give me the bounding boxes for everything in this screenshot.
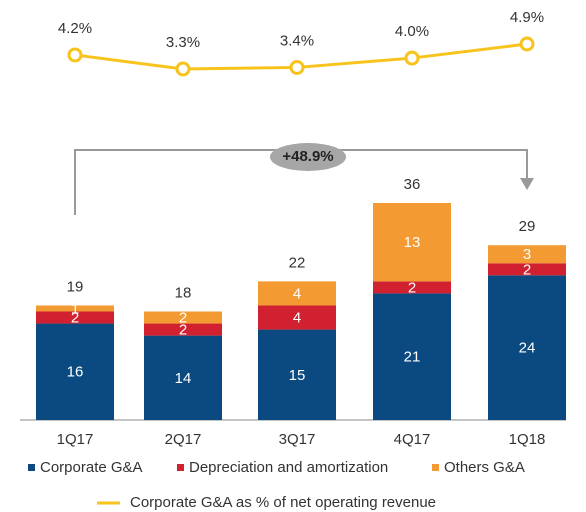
segment-label: 14	[175, 370, 192, 387]
legend-swatch	[177, 464, 184, 471]
bar-segment	[258, 281, 336, 306]
line-marker	[519, 36, 535, 52]
total-label: 29	[519, 218, 536, 235]
bar-segment	[373, 203, 451, 282]
line-value-label: 3.4%	[280, 32, 314, 49]
segment-label: 2	[179, 309, 187, 326]
segment-label: 4	[293, 285, 301, 302]
segment-label: 2	[71, 309, 79, 326]
bar-segment	[373, 293, 451, 420]
x-tick-label: 2Q17	[165, 431, 202, 448]
bar-segment	[258, 329, 336, 420]
x-tick-label: 4Q17	[394, 431, 431, 448]
segment-label: 21	[404, 349, 421, 366]
annotation-bubble	[270, 143, 346, 171]
segment-label: 16	[67, 364, 84, 381]
legend-swatch	[28, 464, 35, 471]
total-label: 18	[175, 284, 192, 301]
line-value-label: 4.0%	[395, 23, 429, 40]
line-marker	[175, 61, 191, 77]
growth-arrow	[520, 178, 534, 190]
segment-label: 1	[71, 300, 79, 317]
segment-label: 24	[519, 340, 536, 357]
legend-swatch	[432, 464, 439, 471]
line-value-label: 3.3%	[166, 34, 200, 51]
segment-label: 13	[404, 234, 421, 251]
x-tick-label: 1Q17	[57, 431, 94, 448]
segment-label: 2	[408, 279, 416, 296]
segment-label: 4	[293, 309, 301, 326]
segment-label: 2	[523, 261, 531, 278]
total-label: 19	[67, 278, 84, 295]
line-marker	[67, 47, 83, 63]
bar-segment	[488, 275, 566, 420]
bar-segment	[144, 311, 222, 324]
annotation: +48.9%	[282, 148, 333, 165]
bar-segment	[36, 311, 114, 324]
bar-segment	[258, 305, 336, 330]
line-marker	[404, 50, 420, 66]
legend-label: Corporate G&A as % of net operating reve…	[130, 494, 436, 511]
bar-segment	[36, 305, 114, 312]
line-value-label: 4.9%	[510, 9, 544, 26]
bar-segment	[488, 245, 566, 264]
legend-label: Others G&A	[444, 459, 525, 476]
segment-label: 15	[289, 367, 306, 384]
bar-segment	[488, 263, 566, 276]
bar-segment	[144, 335, 222, 420]
legend-label: Depreciation and amortization	[189, 459, 388, 476]
segment-label: 3	[523, 246, 531, 263]
total-label: 22	[289, 254, 306, 271]
bar-segment	[36, 323, 114, 420]
segment-label: 2	[179, 322, 187, 339]
total-label: 36	[404, 176, 421, 193]
bar-segment	[144, 323, 222, 336]
legend-label: Corporate G&A	[40, 459, 143, 476]
line-value-label: 4.2%	[58, 20, 92, 37]
x-tick-label: 1Q18	[509, 431, 546, 448]
bar-segment	[373, 281, 451, 294]
line-marker	[289, 59, 305, 75]
x-tick-label: 3Q17	[279, 431, 316, 448]
